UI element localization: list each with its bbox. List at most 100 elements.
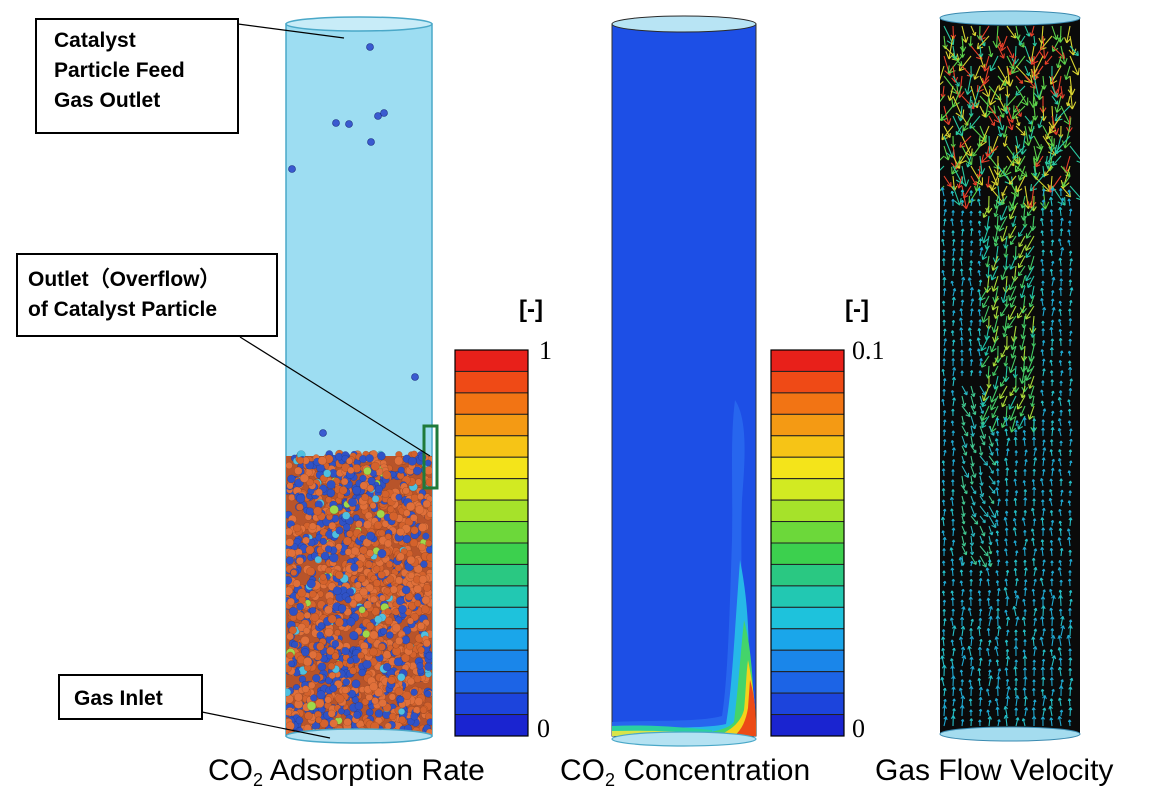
velocity-arrow bbox=[999, 205, 1008, 221]
velocity-arrow bbox=[1042, 694, 1047, 707]
velocity-arrow bbox=[941, 398, 945, 407]
velocity-arrow bbox=[1050, 578, 1054, 587]
velocity-arrow bbox=[997, 115, 1005, 131]
particle bbox=[290, 569, 298, 576]
velocity-arrow bbox=[1068, 686, 1073, 697]
tube-bottom-rim bbox=[285, 728, 433, 744]
velocity-arrow bbox=[1057, 697, 1062, 707]
velocity-arrow bbox=[979, 555, 987, 568]
particle bbox=[415, 505, 425, 515]
velocity-arrow bbox=[1049, 439, 1054, 447]
particle bbox=[315, 488, 323, 497]
velocity-arrow bbox=[988, 115, 996, 127]
velocity-arrow bbox=[958, 317, 963, 327]
velocity-arrow bbox=[1041, 499, 1045, 507]
velocity-arrow bbox=[968, 267, 973, 277]
velocity-arrow bbox=[969, 240, 974, 247]
velocity-arrow bbox=[1049, 588, 1053, 597]
velocity-arrow bbox=[959, 704, 965, 717]
velocity-arrow bbox=[966, 155, 972, 168]
velocity-arrow bbox=[959, 327, 964, 337]
particle bbox=[371, 697, 379, 705]
velocity-arrow bbox=[1067, 239, 1071, 247]
particle bbox=[363, 520, 372, 530]
velocity-arrow bbox=[1037, 85, 1044, 101]
velocity-arrow bbox=[950, 508, 954, 517]
velocity-arrow bbox=[952, 367, 957, 377]
velocity-arrow bbox=[1032, 518, 1037, 527]
velocity-arrow bbox=[1050, 228, 1054, 237]
velocity-arrow bbox=[942, 388, 946, 397]
colorbar-segment bbox=[770, 521, 845, 544]
velocity-arrow bbox=[979, 455, 989, 466]
panel-label-concentration: CO2 Concentration bbox=[560, 754, 810, 791]
velocity-arrow bbox=[940, 655, 945, 667]
velocity-arrow bbox=[1051, 595, 1056, 607]
velocity-arrow bbox=[995, 460, 1000, 467]
velocity-arrow bbox=[988, 485, 996, 494]
velocity-arrow bbox=[969, 260, 973, 267]
velocity-arrow bbox=[1057, 537, 1062, 547]
velocity-arrow bbox=[1060, 615, 1065, 627]
velocity-arrow bbox=[1068, 208, 1073, 217]
velocity-arrow bbox=[993, 235, 999, 247]
particle bbox=[382, 650, 392, 660]
velocity-arrow bbox=[956, 175, 963, 189]
velocity-arrow bbox=[978, 370, 982, 377]
velocity-arrow bbox=[1033, 607, 1038, 617]
velocity-arrow bbox=[1067, 578, 1072, 587]
particle bbox=[413, 675, 422, 683]
velocity-arrow bbox=[977, 559, 982, 567]
velocity-arrow bbox=[1020, 195, 1026, 209]
velocity-arrow bbox=[941, 238, 945, 247]
velocity-arrow bbox=[1022, 649, 1026, 657]
velocity-arrow bbox=[1022, 437, 1027, 447]
colorbar-segment bbox=[770, 349, 845, 372]
velocity-arrow bbox=[1040, 297, 1044, 307]
velocity-arrow bbox=[1030, 528, 1035, 537]
particle bbox=[329, 553, 339, 563]
particle bbox=[315, 698, 325, 709]
velocity-arrow bbox=[1013, 567, 1018, 577]
velocity-arrow bbox=[995, 430, 1000, 437]
particle bbox=[350, 563, 359, 572]
particle bbox=[402, 487, 410, 495]
particle bbox=[422, 639, 431, 648]
velocity-arrow bbox=[961, 588, 965, 597]
colorbar-segment bbox=[770, 456, 845, 480]
velocity-arrow bbox=[988, 45, 994, 58]
particle bbox=[341, 646, 350, 656]
velocity-arrow bbox=[950, 567, 955, 577]
velocity-arrow bbox=[1040, 287, 1044, 297]
particle bbox=[362, 659, 372, 669]
velocity-arrow bbox=[1059, 409, 1063, 417]
colorbar-segment bbox=[454, 413, 529, 437]
particle bbox=[382, 470, 392, 480]
velocity-arrow bbox=[986, 709, 990, 717]
velocity-arrow bbox=[960, 505, 966, 517]
particle bbox=[343, 608, 352, 617]
particle bbox=[395, 493, 403, 501]
velocity-arrow bbox=[960, 228, 965, 237]
particle bbox=[372, 579, 381, 588]
velocity-arrow bbox=[988, 545, 993, 555]
velocity-arrow bbox=[1051, 276, 1056, 287]
velocity-arrow bbox=[1067, 350, 1072, 357]
velocity-arrow bbox=[1003, 516, 1008, 527]
velocity-arrow bbox=[1013, 510, 1018, 517]
particle bbox=[366, 43, 374, 51]
velocity-arrow bbox=[978, 45, 984, 58]
particle bbox=[349, 631, 359, 641]
colorbar-adsorption-unit: [-] bbox=[519, 296, 543, 323]
velocity-arrow bbox=[969, 227, 974, 237]
velocity-arrow bbox=[951, 155, 963, 175]
velocity-arrow bbox=[1044, 55, 1053, 65]
velocity-arrow bbox=[950, 330, 955, 337]
velocity-arrow bbox=[963, 185, 972, 199]
velocity-arrow bbox=[1014, 550, 1019, 557]
velocity-arrow bbox=[1013, 559, 1018, 567]
velocity-arrow bbox=[960, 248, 964, 257]
velocity-arrow bbox=[1016, 395, 1026, 410]
velocity-arrow bbox=[1041, 328, 1045, 337]
velocity-arrow bbox=[961, 415, 966, 426]
